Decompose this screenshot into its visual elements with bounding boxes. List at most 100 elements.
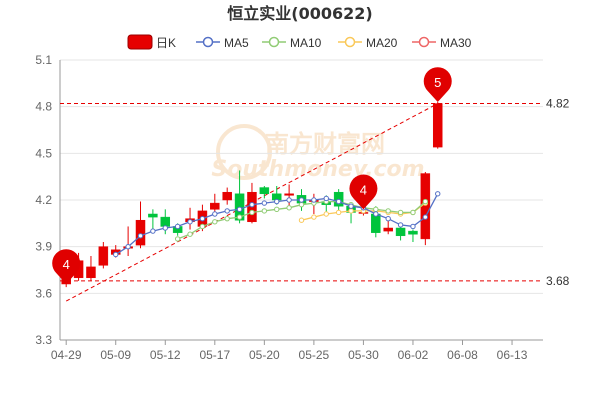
ma5-point xyxy=(261,200,268,206)
ma10-point xyxy=(236,214,243,220)
x-axis: 04-29 05-09 05-12 05-17 05-20 05-25 05-30 06-02… xyxy=(51,339,543,362)
candle xyxy=(420,172,431,246)
ma10-point xyxy=(410,209,416,216)
ma5-point xyxy=(348,203,354,209)
legend-label: MA30 xyxy=(440,36,472,50)
pin-shape xyxy=(423,67,452,102)
candle-body xyxy=(98,246,109,266)
candles xyxy=(61,102,443,288)
pin-shape xyxy=(52,249,81,284)
ma5-point xyxy=(125,243,131,250)
ma5-point xyxy=(224,208,230,214)
legend-label: MA20 xyxy=(366,36,398,50)
ma5-point xyxy=(373,211,379,217)
ma5-point xyxy=(311,197,317,203)
y-tick-label: 3.3 xyxy=(35,333,52,347)
x-tick-label: 06-13 xyxy=(497,348,528,362)
candle xyxy=(123,226,133,256)
ma5-point xyxy=(298,197,305,203)
ma10-point xyxy=(249,209,255,216)
ma10-point xyxy=(199,223,206,230)
ma10-point xyxy=(174,236,181,242)
candle-body xyxy=(408,230,418,235)
legend-label: 日K xyxy=(156,36,176,50)
ma5-point xyxy=(435,191,441,197)
y-tick-label: 5.1 xyxy=(35,53,52,67)
candle xyxy=(222,187,232,205)
price-level-label: 3.68 xyxy=(546,274,570,288)
ma10-point xyxy=(385,208,391,214)
ma5-point xyxy=(410,223,416,230)
ma5-series xyxy=(113,191,441,258)
ma20-point xyxy=(335,209,342,216)
chart-legend[interactable]: 日K MA5 MA10 MA20 MA30 xyxy=(127,34,472,50)
y-tick-label: 3.9 xyxy=(35,240,52,254)
x-tick-label: 04-29 xyxy=(51,348,82,362)
ma5-point xyxy=(174,223,181,230)
y-tick-label: 4.2 xyxy=(35,193,52,207)
candle xyxy=(86,256,96,281)
ma10-point xyxy=(261,208,268,214)
legend-item-ma10[interactable]: MA10 xyxy=(262,36,322,50)
candle-body xyxy=(86,266,96,279)
ma20-point xyxy=(348,208,354,214)
ma10-point xyxy=(274,206,280,213)
y-tick-label: 4.8 xyxy=(35,100,52,114)
y-tick-label: 3.6 xyxy=(35,286,52,300)
candle-body xyxy=(432,103,443,148)
legend-label: MA5 xyxy=(224,36,249,50)
candle-body xyxy=(135,219,146,246)
x-tick-label: 05-12 xyxy=(150,348,181,362)
x-tick-label: 06-08 xyxy=(447,348,478,362)
chart-title: 恒立实业(000622) xyxy=(227,4,372,23)
x-tick-label: 05-17 xyxy=(199,348,230,362)
legend-item-k[interactable]: 日K xyxy=(127,34,176,50)
ma10-point xyxy=(298,201,305,208)
ma20-point xyxy=(298,217,305,223)
ma10-point xyxy=(422,198,429,205)
pin-shape xyxy=(349,174,378,210)
x-tick-label: 05-09 xyxy=(100,348,131,362)
ma10-point xyxy=(286,205,292,211)
ma5-point xyxy=(199,215,206,222)
candle xyxy=(148,209,158,232)
ma10-point xyxy=(373,206,379,213)
pin-marker: 4 xyxy=(52,249,81,284)
candle xyxy=(284,184,294,208)
x-tick-label: 05-30 xyxy=(348,348,379,362)
candle-body xyxy=(395,227,406,237)
x-tick-label: 05-25 xyxy=(299,348,330,362)
ma10-point xyxy=(187,231,193,237)
ma10-point xyxy=(224,215,230,222)
value-markers: 4 4 5 xyxy=(52,67,452,284)
watermark-line2: Southmoney.com xyxy=(211,157,424,182)
ma5-point xyxy=(187,219,193,225)
ma5-point xyxy=(286,197,292,203)
candle xyxy=(408,229,418,242)
ma5-point xyxy=(385,215,391,222)
ma5-point xyxy=(422,214,429,220)
ma20-point xyxy=(311,214,317,220)
pin-marker: 5 xyxy=(423,67,452,102)
legend-circle-icon xyxy=(268,36,280,48)
pin-label: 4 xyxy=(360,182,367,197)
candle-body xyxy=(148,213,158,218)
candle xyxy=(395,226,406,241)
ma5-point xyxy=(236,206,243,213)
candle-body xyxy=(284,193,294,196)
legend-item-ma5[interactable]: MA5 xyxy=(196,36,249,50)
ma5-point xyxy=(212,211,218,217)
candle xyxy=(432,102,443,149)
watermark-swirl-icon xyxy=(216,124,272,180)
legend-item-ma30[interactable]: MA30 xyxy=(412,36,472,50)
moving-averages xyxy=(113,191,441,258)
candle xyxy=(259,186,270,199)
ma20-point xyxy=(323,211,329,217)
x-tick-label: 05-20 xyxy=(249,348,280,362)
candle-body xyxy=(160,216,171,227)
ma5-point xyxy=(274,198,280,205)
candle-body xyxy=(222,191,232,201)
legend-item-ma20[interactable]: MA20 xyxy=(338,36,398,50)
pin-label: 5 xyxy=(434,75,441,90)
